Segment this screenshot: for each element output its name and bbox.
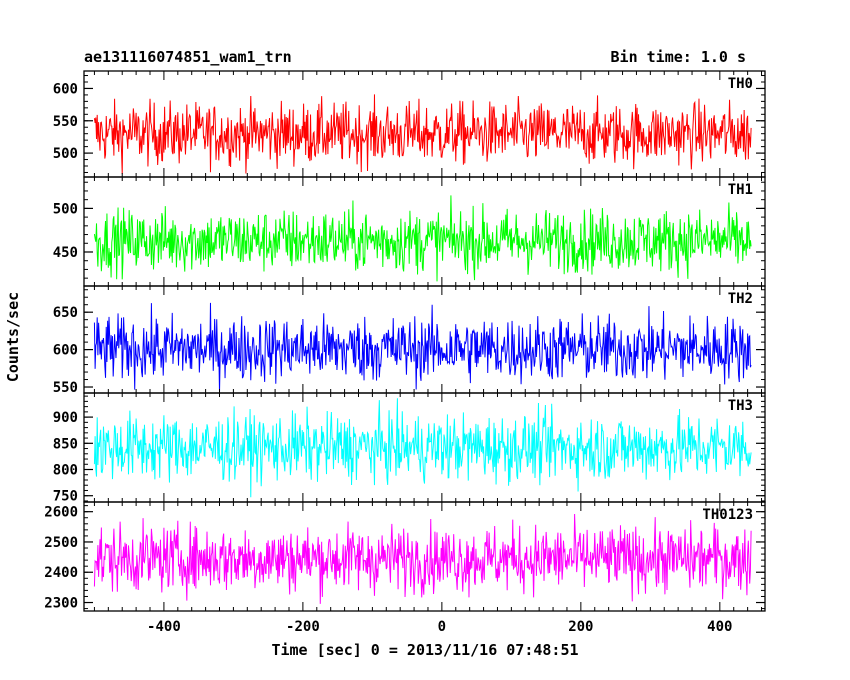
chart-title: ae131116074851_wam1_trn (84, 48, 292, 66)
y-tick-label: 450 (53, 245, 78, 261)
series-line-th0123 (93, 513, 752, 604)
panel-label-th3: TH3 (728, 398, 753, 414)
panel-frame-th1 (83, 176, 766, 287)
x-tick-label: -400 (147, 619, 181, 635)
bin-time-label: Bin time: 1.0 s (611, 48, 746, 66)
x-tick-label: 0 (438, 619, 446, 635)
x-tick-label: 200 (568, 619, 593, 635)
panel-label-th1: TH1 (728, 182, 753, 198)
panels-group: 500 550 600 TH0 450 500 TH1 550 600 650 TH2 750 800 8… (44, 70, 766, 635)
series-line-th1 (93, 195, 752, 282)
series-line-th3 (93, 398, 752, 498)
y-tick-label: 600 (53, 81, 78, 97)
x-axis-label: Time [sec] 0 = 2013/11/16 07:48:51 (271, 641, 578, 659)
panel-label-th0123: TH0123 (702, 507, 753, 523)
y-tick-label: 2500 (44, 535, 78, 551)
x-tick-label: -200 (286, 619, 320, 635)
x-tick-label: 400 (707, 619, 732, 635)
panel-frame-th0123 (83, 501, 766, 612)
y-tick-label: 2300 (44, 596, 78, 612)
y-tick-label: 650 (53, 305, 78, 321)
y-tick-label: 750 (53, 489, 78, 505)
y-axis-label: Counts/sec (4, 292, 22, 382)
y-tick-label: 550 (53, 380, 78, 396)
panel-label-th0: TH0 (728, 76, 753, 92)
y-tick-label: 2400 (44, 565, 78, 581)
series-line-th2 (93, 302, 752, 393)
panel-label-th2: TH2 (728, 291, 753, 307)
y-tick-label: 600 (53, 343, 78, 359)
y-tick-label: 500 (53, 146, 78, 162)
series-line-th0 (93, 94, 752, 174)
y-tick-label: 500 (53, 201, 78, 217)
y-tick-label: 2600 (44, 505, 78, 521)
y-tick-label: 900 (53, 410, 78, 426)
y-tick-label: 800 (53, 463, 78, 479)
y-tick-label: 850 (53, 436, 78, 452)
y-tick-label: 550 (53, 114, 78, 130)
